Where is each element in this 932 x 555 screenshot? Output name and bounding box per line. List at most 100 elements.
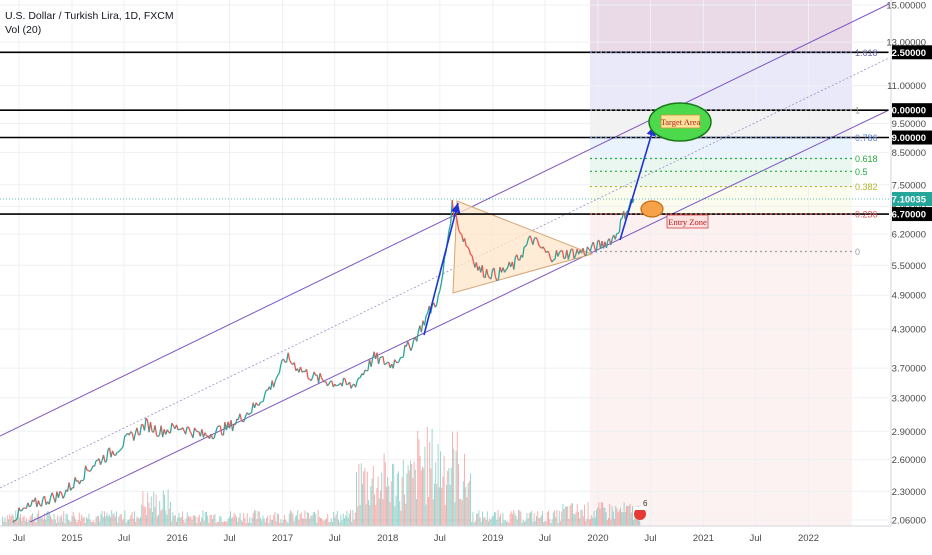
- volume-bar: [561, 511, 562, 526]
- volume-bar: [582, 510, 583, 526]
- volume-bar: [574, 514, 575, 526]
- volume-legend: Vol (20): [5, 23, 174, 37]
- volume-bar: [255, 511, 256, 526]
- volume-bar: [614, 519, 615, 526]
- volume-bar: [200, 522, 201, 526]
- volume-bar: [170, 502, 171, 526]
- volume-bar: [398, 471, 399, 526]
- volume-bar: [596, 510, 597, 526]
- price-segment: [294, 363, 296, 371]
- price-segment: [357, 378, 359, 381]
- volume-bar: [403, 460, 404, 526]
- price-segment: [384, 364, 385, 365]
- volume-bar: [583, 516, 584, 526]
- volume-bar: [7, 515, 8, 526]
- time-axis-bg: [0, 526, 932, 550]
- volume-bar: [484, 517, 485, 526]
- price-segment: [155, 425, 157, 435]
- volume-bar: [278, 514, 279, 526]
- price-segment: [426, 313, 428, 316]
- volume-bar: [352, 510, 353, 526]
- volume-bar: [616, 508, 617, 526]
- volume-bar: [334, 518, 335, 526]
- volume-bar: [190, 517, 191, 526]
- entry-zone-ellipse[interactable]: [641, 201, 663, 217]
- volume-bar: [237, 522, 238, 526]
- volume-bar: [222, 522, 223, 526]
- volume-bar: [100, 514, 101, 526]
- volume-bar: [39, 517, 40, 526]
- volume-bar: [234, 513, 235, 526]
- volume-bar: [322, 520, 323, 526]
- volume-bar: [244, 518, 245, 526]
- volume-bar: [118, 517, 119, 526]
- price-segment: [466, 246, 467, 247]
- volume-bar: [192, 520, 193, 526]
- price-segment: [524, 246, 525, 247]
- volume-bar: [405, 504, 406, 526]
- price-segment: [101, 461, 102, 465]
- price-segment: [290, 360, 292, 363]
- volume-bar: [42, 517, 43, 526]
- price-segment: [90, 469, 91, 471]
- price-segment: [411, 348, 412, 351]
- volume-bar: [420, 456, 421, 526]
- arrow-2018[interactable]: [424, 203, 458, 335]
- volume-bar: [115, 516, 116, 526]
- volume-bar: [297, 510, 298, 526]
- volume-bar: [538, 518, 539, 526]
- volume-bar: [486, 520, 487, 526]
- price-segment: [131, 432, 133, 434]
- price-segment: [564, 258, 565, 259]
- volume-bar: [153, 492, 154, 526]
- volume-bar: [124, 510, 125, 526]
- volume-bar: [70, 522, 71, 526]
- volume-bar: [6, 522, 7, 526]
- volume-bar: [505, 520, 506, 526]
- volume-bar: [615, 506, 616, 526]
- volume-bar: [447, 471, 448, 526]
- volume-bar: [511, 511, 512, 526]
- volume-bar: [123, 519, 124, 526]
- price-segment: [288, 353, 290, 361]
- volume-bar: [418, 439, 419, 526]
- volume-bar: [381, 472, 382, 526]
- volume-bar: [462, 500, 463, 526]
- volume-bar: [10, 516, 11, 526]
- volume-bar: [3, 521, 4, 526]
- volume-bar: [307, 512, 308, 526]
- price-segment: [322, 378, 323, 381]
- x-tick-label: Jul: [13, 533, 25, 544]
- volume-bar: [76, 522, 77, 526]
- volume-bar: [612, 506, 613, 526]
- x-tick-label: Jul: [434, 533, 446, 544]
- volume-bar: [423, 468, 424, 526]
- volume-bar: [379, 498, 380, 526]
- price-label-text: 9.00000: [892, 133, 926, 144]
- volume-bar: [187, 512, 188, 526]
- volume-bar: [520, 512, 521, 526]
- volume-bar: [426, 504, 427, 526]
- fib-zone: [590, 171, 852, 186]
- price-segment: [220, 426, 222, 435]
- volume-bar: [316, 522, 317, 526]
- volume-bar: [339, 522, 340, 526]
- volume-bar: [260, 518, 261, 526]
- volume-bar: [258, 511, 259, 526]
- volume-bar: [541, 515, 542, 526]
- volume-bar: [289, 514, 290, 526]
- volume-bar: [50, 516, 51, 526]
- volume-bar: [158, 515, 159, 526]
- volume-bar: [337, 511, 338, 526]
- volume-bar: [102, 511, 103, 526]
- volume-bar: [506, 522, 507, 526]
- volume-bar: [126, 523, 127, 526]
- volume-bar: [412, 478, 413, 526]
- volume-bar: [265, 522, 266, 526]
- price-segment: [425, 316, 427, 326]
- volume-bar: [166, 515, 167, 526]
- volume-bar: [327, 514, 328, 526]
- volume-bar: [465, 487, 466, 526]
